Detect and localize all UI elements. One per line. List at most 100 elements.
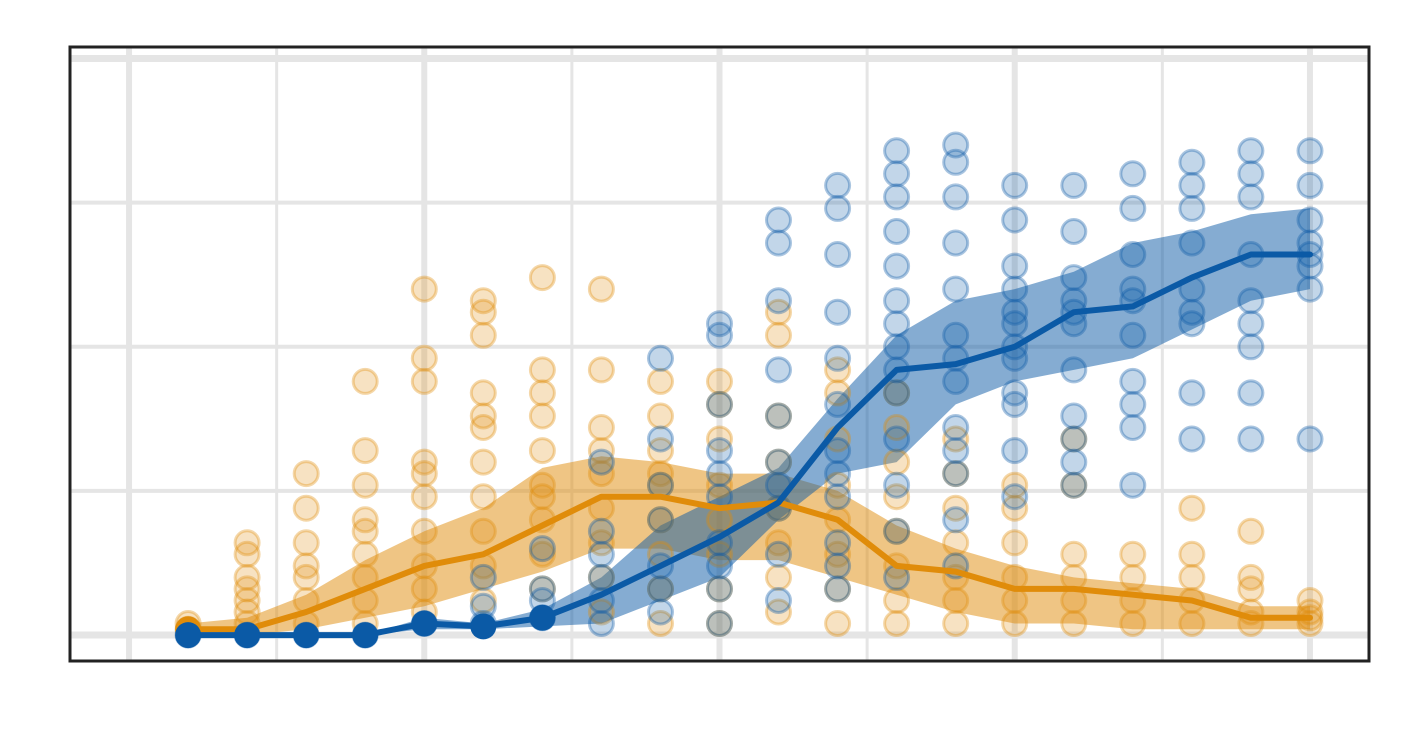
scatter-point-blue <box>647 471 674 499</box>
scatter-point-blue <box>942 183 970 211</box>
scatter-point-blue <box>1001 171 1029 199</box>
scatter-point-orange <box>351 506 379 534</box>
scatter-point-orange <box>765 563 792 591</box>
scatter-point-blue <box>706 390 733 418</box>
scatter-point-blue <box>765 402 792 430</box>
scatter-point-orange <box>1060 425 1088 453</box>
scatter-point-orange <box>351 437 379 465</box>
scatter-point-blue <box>824 552 852 580</box>
scatter-point-orange <box>883 587 911 614</box>
scatter-point-orange <box>1119 610 1147 637</box>
scatter-point-orange <box>469 483 497 511</box>
mean-marker-blue <box>234 622 261 649</box>
scatter-point-blue <box>1001 437 1029 465</box>
scatter-point-blue <box>1296 171 1324 199</box>
scatter-point-orange <box>883 448 911 476</box>
scatter-point-blue <box>528 535 556 563</box>
scatter-point-orange <box>587 437 615 465</box>
scatter-point-orange <box>824 471 852 499</box>
scatter-point-blue <box>883 310 911 338</box>
scatter-point-blue <box>469 563 497 591</box>
scatter-point-blue <box>824 344 852 372</box>
scatter-point-orange <box>587 356 615 384</box>
scatter-point-orange <box>587 529 615 557</box>
scatter-point-blue <box>1237 160 1265 188</box>
scatter-point-orange <box>942 460 970 488</box>
scatter-point-blue <box>1001 275 1029 303</box>
scatter-point-orange <box>351 540 379 568</box>
scatter-point-blue <box>942 367 970 395</box>
scatter-point-orange <box>706 425 733 453</box>
scatter-point-orange <box>528 471 556 499</box>
scatter-point-orange <box>233 575 261 603</box>
scatter-point-blue <box>1060 471 1088 499</box>
scatter-point-orange <box>706 471 733 499</box>
scatter-point-orange <box>824 356 852 384</box>
scatter-point-orange <box>765 321 792 349</box>
scatter-point-blue <box>647 344 674 372</box>
scatter-point-orange <box>824 379 852 407</box>
scatter-point-blue <box>1060 402 1088 430</box>
scatter-point-orange <box>587 563 615 591</box>
scatter-point-orange <box>469 298 497 326</box>
scatter-point-blue <box>824 437 852 465</box>
scatter-point-orange <box>410 483 438 511</box>
scatter-point-orange <box>1060 563 1088 591</box>
scatter-point-blue <box>1119 471 1147 499</box>
scatter-point-blue <box>942 275 970 303</box>
mean-marker-blue <box>470 613 497 640</box>
scatter-point-orange <box>410 344 438 372</box>
scatter-point-blue <box>1178 229 1206 257</box>
scatter-point-blue <box>1237 425 1265 453</box>
scatter-point-orange <box>410 575 438 603</box>
scatter-point-blue <box>1119 367 1147 395</box>
plot-frame <box>68 45 1371 663</box>
scatter-point-blue <box>706 460 733 488</box>
scatter-point-blue <box>1178 171 1206 199</box>
scatter-point-blue <box>1296 252 1324 280</box>
scatter-point-orange <box>1060 610 1088 637</box>
scatter-point-blue <box>706 437 733 465</box>
scatter-point-orange <box>233 540 261 568</box>
scatter-point-blue <box>824 171 852 199</box>
scatter-point-blue <box>765 448 792 476</box>
scatter-point-blue <box>1178 379 1206 407</box>
scatter-point-orange <box>883 379 911 407</box>
scatter-point-blue <box>1119 194 1147 222</box>
scatter-point-orange <box>233 563 261 591</box>
scatter-point-orange <box>351 367 379 395</box>
scatter-point-blue <box>1060 425 1088 453</box>
scatter-point-orange <box>410 517 438 545</box>
scatter-point-orange <box>942 425 970 453</box>
mean-line-orange <box>185 493 1313 633</box>
scatter-point-orange <box>706 540 733 568</box>
scatter-point-orange <box>647 610 674 637</box>
scatter-point-blue <box>706 310 733 338</box>
scatter-point-orange <box>528 437 556 465</box>
scatter-point-blue <box>942 437 970 465</box>
scatter-point-orange <box>528 402 556 430</box>
scatter-point-orange <box>883 517 911 545</box>
scatter-point-orange <box>942 494 970 522</box>
scatter-point-orange <box>587 460 615 488</box>
scatter-point-orange <box>410 275 438 303</box>
scatter-point-orange <box>1001 494 1029 522</box>
scatter-point-orange <box>706 610 733 637</box>
scatter-point-orange <box>942 587 970 614</box>
scatter-point-orange <box>1237 517 1265 545</box>
scatter-point-blue <box>587 540 615 568</box>
scatter-point-blue <box>883 379 911 407</box>
scatter-point-orange <box>1001 529 1029 557</box>
scatter-point-orange <box>706 575 733 603</box>
scatter-point-orange <box>587 598 615 626</box>
scatter-point-orange <box>765 402 792 430</box>
scatter-point-orange <box>1060 540 1088 568</box>
scatter-point-orange <box>1296 587 1324 614</box>
mean-marker-blue <box>352 622 379 649</box>
scatter-point-blue <box>1237 183 1265 211</box>
scatter-point-orange <box>647 460 674 488</box>
scatter-point-blue <box>1237 379 1265 407</box>
scatter-point-orange <box>292 552 320 580</box>
confidence-band-blue <box>188 208 1311 636</box>
mean-marker-blue <box>411 610 438 637</box>
